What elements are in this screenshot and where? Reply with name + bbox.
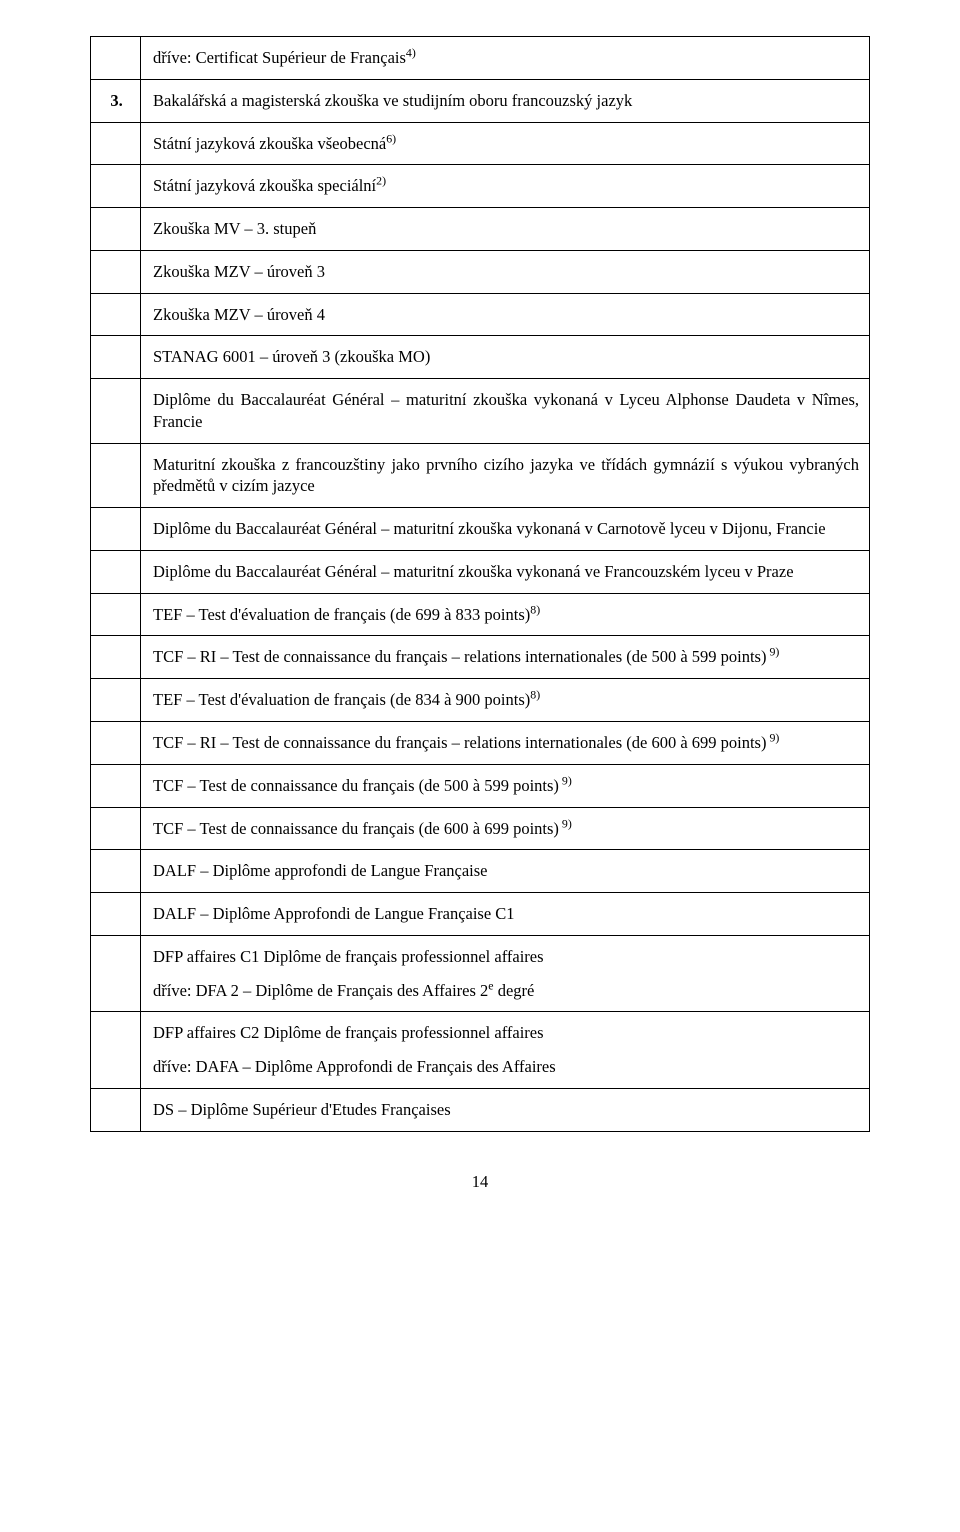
table-row: Diplôme du Baccalauréat Général – maturi… [91, 508, 870, 551]
row-text-cell: TCF – RI – Test de connaissance du franç… [141, 722, 870, 765]
sup-note: 9) [766, 731, 779, 745]
table-row: STANAG 6001 – úroveň 3 (zkouška MO) [91, 336, 870, 379]
qualifications-table: dříve: Certificat Supérieur de Français4… [90, 36, 870, 1132]
cell-text: dříve: DAFA – Diplôme Approfondi de Fran… [153, 1056, 859, 1078]
cell-text: Státní jazyková zkouška speciální [153, 176, 376, 195]
table-row: Maturitní zkouška z francouzštiny jako p… [91, 443, 870, 508]
cell-text: DFP affaires C2 Diplôme de français prof… [153, 1022, 859, 1044]
row-number-cell [91, 636, 141, 679]
table-row: TCF – RI – Test de connaissance du franç… [91, 636, 870, 679]
cell-text: TCF – RI – Test de connaissance du franç… [153, 647, 766, 666]
row-text-cell: STANAG 6001 – úroveň 3 (zkouška MO) [141, 336, 870, 379]
row-text-cell: Diplôme du Baccalauréat Général – maturi… [141, 550, 870, 593]
row-text-cell: TEF – Test d'évaluation de français (de … [141, 593, 870, 636]
row-number-cell [91, 208, 141, 251]
row-number-cell [91, 935, 141, 1012]
row-number-cell [91, 165, 141, 208]
text-post: degré [494, 981, 535, 1000]
row-number-cell [91, 850, 141, 893]
row-text-cell: Zkouška MZV – úroveň 3 [141, 250, 870, 293]
row-text-cell: DFP affaires C1 Diplôme de français prof… [141, 935, 870, 1012]
cell-text: dříve: Certificat Supérieur de Français [153, 48, 406, 67]
row-number-cell [91, 807, 141, 850]
sup-note: 9) [766, 645, 779, 659]
row-text-cell: TCF – Test de connaissance du français (… [141, 807, 870, 850]
table-row: TCF – Test de connaissance du français (… [91, 807, 870, 850]
sup-note: 2) [376, 174, 386, 188]
table-row: dříve: Certificat Supérieur de Français4… [91, 37, 870, 80]
cell-text: TCF – Test de connaissance du français (… [153, 776, 559, 795]
row-text-cell: Bakalářská a magisterská zkouška ve stud… [141, 79, 870, 122]
table-row: Zkouška MZV – úroveň 3 [91, 250, 870, 293]
table-row: TEF – Test d'évaluation de français (de … [91, 679, 870, 722]
sup-note: 4) [406, 46, 416, 60]
row-text-cell: Zkouška MV – 3. stupeň [141, 208, 870, 251]
row-text-cell: Státní jazyková zkouška všeobecná6) [141, 122, 870, 165]
row-text-cell: DALF – Diplôme approfondi de Langue Fran… [141, 850, 870, 893]
cell-text: TCF – RI – Test de connaissance du franç… [153, 733, 766, 752]
row-number-cell [91, 443, 141, 508]
row-text-cell: TCF – Test de connaissance du français (… [141, 764, 870, 807]
row-text-cell: Státní jazyková zkouška speciální2) [141, 165, 870, 208]
row-number-cell [91, 593, 141, 636]
text-pre: dříve: DFA 2 – Diplôme de Français des A… [153, 981, 488, 1000]
table-row: Zkouška MV – 3. stupeň [91, 208, 870, 251]
table-row: DFP affaires C1 Diplôme de français prof… [91, 935, 870, 1012]
row-number-cell [91, 293, 141, 336]
cell-text: Státní jazyková zkouška všeobecná [153, 134, 386, 153]
row-text-cell: DFP affaires C2 Diplôme de français prof… [141, 1012, 870, 1089]
row-number-cell [91, 764, 141, 807]
sup-note: 8) [530, 602, 540, 616]
row-text-cell: DALF – Diplôme Approfondi de Langue Fran… [141, 893, 870, 936]
sup-note: 8) [530, 688, 540, 702]
row-number-cell [91, 679, 141, 722]
row-text-cell: dříve: Certificat Supérieur de Français4… [141, 37, 870, 80]
table-row: DALF – Diplôme approfondi de Langue Fran… [91, 850, 870, 893]
cell-text: dříve: DFA 2 – Diplôme de Français des A… [153, 980, 859, 1002]
row-number-cell [91, 1012, 141, 1089]
row-text-cell: Diplôme du Baccalauréat Général – maturi… [141, 508, 870, 551]
row-number-cell [91, 893, 141, 936]
table-row: DS – Diplôme Supérieur d'Etudes Français… [91, 1088, 870, 1131]
table-row: TCF – Test de connaissance du français (… [91, 764, 870, 807]
row-text-cell: DS – Diplôme Supérieur d'Etudes Français… [141, 1088, 870, 1131]
row-number-cell [91, 336, 141, 379]
page-number: 14 [90, 1172, 870, 1192]
table-row: Diplôme du Baccalauréat Général – maturi… [91, 379, 870, 444]
row-text-cell: Diplôme du Baccalauréat Général – maturi… [141, 379, 870, 444]
sup-note: 9) [559, 816, 572, 830]
row-number-cell [91, 1088, 141, 1131]
table-row: DALF – Diplôme Approfondi de Langue Fran… [91, 893, 870, 936]
table-row: TEF – Test d'évaluation de français (de … [91, 593, 870, 636]
row-number-cell [91, 379, 141, 444]
row-text-cell: Zkouška MZV – úroveň 4 [141, 293, 870, 336]
table-row: 3. Bakalářská a magisterská zkouška ve s… [91, 79, 870, 122]
row-number-cell [91, 550, 141, 593]
row-number-cell: 3. [91, 79, 141, 122]
table-row: TCF – RI – Test de connaissance du franç… [91, 722, 870, 765]
row-number-cell [91, 508, 141, 551]
row-number-cell [91, 250, 141, 293]
sup-note: 9) [559, 773, 572, 787]
sup-note: 6) [386, 131, 396, 145]
row-text-cell: Maturitní zkouška z francouzštiny jako p… [141, 443, 870, 508]
table-row: Státní jazyková zkouška speciální2) [91, 165, 870, 208]
table-row: DFP affaires C2 Diplôme de français prof… [91, 1012, 870, 1089]
row-text-cell: TEF – Test d'évaluation de français (de … [141, 679, 870, 722]
cell-text: TCF – Test de connaissance du français (… [153, 819, 559, 838]
cell-text: TEF – Test d'évaluation de français (de … [153, 690, 530, 709]
table-row: Státní jazyková zkouška všeobecná6) [91, 122, 870, 165]
table-row: Zkouška MZV – úroveň 4 [91, 293, 870, 336]
cell-text: TEF – Test d'évaluation de français (de … [153, 605, 530, 624]
row-number-cell [91, 37, 141, 80]
table-row: Diplôme du Baccalauréat Général – maturi… [91, 550, 870, 593]
row-text-cell: TCF – RI – Test de connaissance du franç… [141, 636, 870, 679]
row-number-cell [91, 722, 141, 765]
row-number-cell [91, 122, 141, 165]
cell-text: DFP affaires C1 Diplôme de français prof… [153, 946, 859, 968]
